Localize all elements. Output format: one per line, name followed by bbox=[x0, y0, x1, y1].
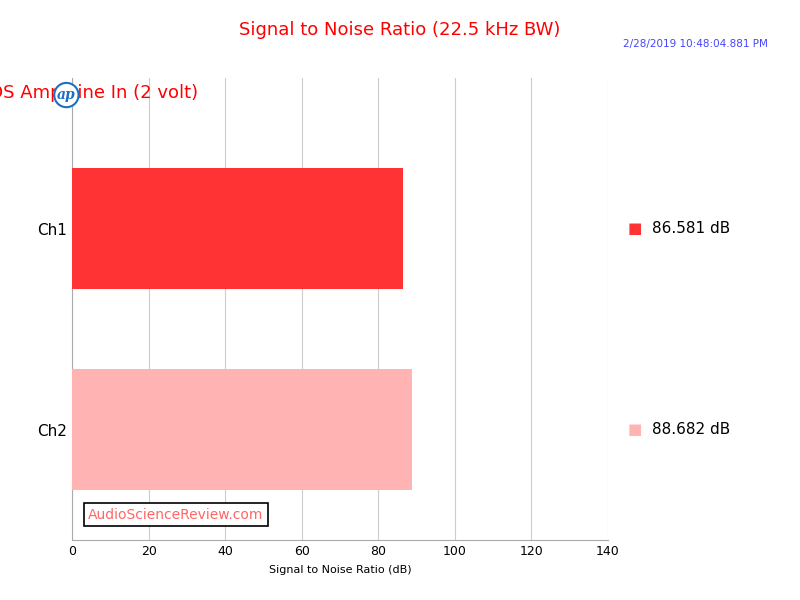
Text: AudioScienceReview.com: AudioScienceReview.com bbox=[88, 508, 263, 521]
Bar bbox=[72, 169, 403, 289]
Text: 88.682 dB: 88.682 dB bbox=[652, 422, 730, 437]
X-axis label: Signal to Noise Ratio (dB): Signal to Noise Ratio (dB) bbox=[269, 565, 411, 575]
Text: ■: ■ bbox=[628, 422, 642, 437]
Text: SONOS Amp Line In (2 volt): SONOS Amp Line In (2 volt) bbox=[0, 84, 198, 102]
Bar bbox=[72, 369, 411, 490]
Text: ap: ap bbox=[57, 88, 76, 102]
Text: 86.581 dB: 86.581 dB bbox=[652, 221, 730, 236]
Text: Signal to Noise Ratio (22.5 kHz BW): Signal to Noise Ratio (22.5 kHz BW) bbox=[239, 21, 561, 39]
Text: 2/28/2019 10:48:04.881 PM: 2/28/2019 10:48:04.881 PM bbox=[623, 39, 768, 49]
Text: ■: ■ bbox=[628, 221, 642, 236]
